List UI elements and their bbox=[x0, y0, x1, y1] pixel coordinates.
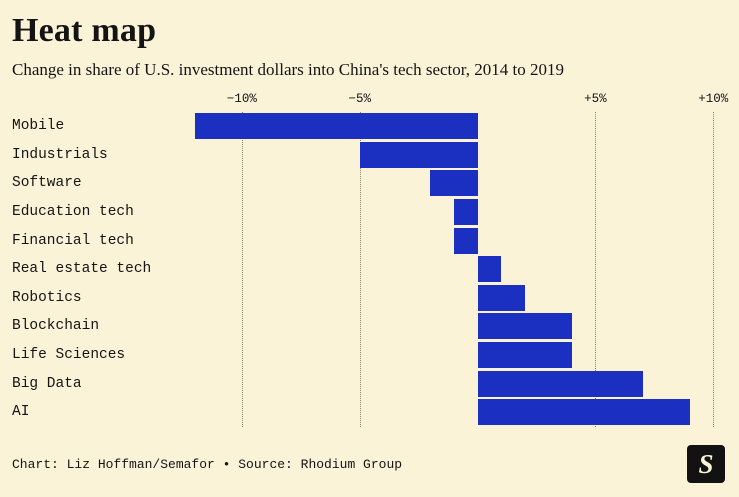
bar-row: Real estate tech bbox=[12, 255, 725, 284]
bar-label: AI bbox=[12, 404, 30, 421]
bar-label: Industrials bbox=[12, 146, 108, 163]
x-axis-ticks: −10% −5% +5% +10% bbox=[183, 92, 729, 109]
footer: Chart: Liz Hoffman/Semafor • Source: Rho… bbox=[12, 445, 725, 483]
bar-track bbox=[183, 227, 725, 254]
bar-row: Education tech bbox=[12, 198, 725, 227]
x-tick-label: −5% bbox=[348, 92, 371, 106]
bar-label: Software bbox=[12, 175, 82, 192]
bar-label: Robotics bbox=[12, 289, 82, 306]
bar-label: Life Sciences bbox=[12, 347, 126, 364]
bar-row: Life Sciences bbox=[12, 341, 725, 370]
bar-row: Industrials bbox=[12, 141, 725, 170]
bar bbox=[477, 284, 525, 311]
bar-track bbox=[183, 170, 725, 197]
bar-track bbox=[183, 284, 725, 311]
bar-label: Blockchain bbox=[12, 318, 100, 335]
chart-credit: Chart: Liz Hoffman/Semafor • Source: Rho… bbox=[12, 456, 403, 472]
bar-rows: Mobile Industrials Software Education tech F… bbox=[12, 112, 725, 427]
bar bbox=[477, 313, 572, 340]
bar-track bbox=[183, 113, 725, 140]
bar bbox=[454, 199, 478, 226]
bar-row: Mobile bbox=[12, 112, 725, 141]
bar-row: Financial tech bbox=[12, 226, 725, 255]
bar-track bbox=[183, 141, 725, 168]
bar-track bbox=[183, 256, 725, 283]
semafor-logo: S bbox=[687, 445, 725, 483]
bar-track bbox=[183, 199, 725, 226]
bar-track bbox=[183, 342, 725, 369]
gridline bbox=[241, 112, 243, 427]
bar-label: Real estate tech bbox=[12, 261, 152, 278]
bar-row: Robotics bbox=[12, 284, 725, 313]
x-tick-label: +10% bbox=[698, 92, 729, 106]
bar-track bbox=[183, 370, 725, 397]
chart-area: Mobile Industrials Software Education tech F… bbox=[12, 112, 725, 427]
bar-row: AI bbox=[12, 398, 725, 427]
bar-label: Mobile bbox=[12, 118, 65, 135]
gridline bbox=[595, 112, 597, 427]
bar bbox=[477, 370, 643, 397]
bar-row: Software bbox=[12, 169, 725, 198]
chart-subtitle: Change in share of U.S. investment dolla… bbox=[12, 60, 564, 79]
bar bbox=[194, 113, 478, 140]
x-tick-label: +5% bbox=[584, 92, 607, 106]
bar-track bbox=[183, 399, 725, 426]
bar-row: Big Data bbox=[12, 369, 725, 398]
bar bbox=[430, 170, 478, 197]
bar-row: Blockchain bbox=[12, 312, 725, 341]
bar-label: Big Data bbox=[12, 375, 82, 392]
semafor-logo-letter: S bbox=[698, 448, 714, 479]
gridline bbox=[713, 112, 715, 427]
bar bbox=[477, 256, 502, 283]
bar bbox=[359, 141, 478, 168]
bar-track bbox=[183, 313, 725, 340]
bar-label: Financial tech bbox=[12, 232, 134, 249]
page-title: Heat map bbox=[12, 12, 157, 49]
bar bbox=[477, 342, 572, 369]
bar bbox=[477, 399, 690, 426]
bar bbox=[454, 227, 478, 254]
gridline bbox=[359, 112, 361, 427]
gridline-layer bbox=[183, 112, 725, 427]
x-tick-label: −10% bbox=[226, 92, 257, 106]
bar-label: Education tech bbox=[12, 204, 134, 221]
